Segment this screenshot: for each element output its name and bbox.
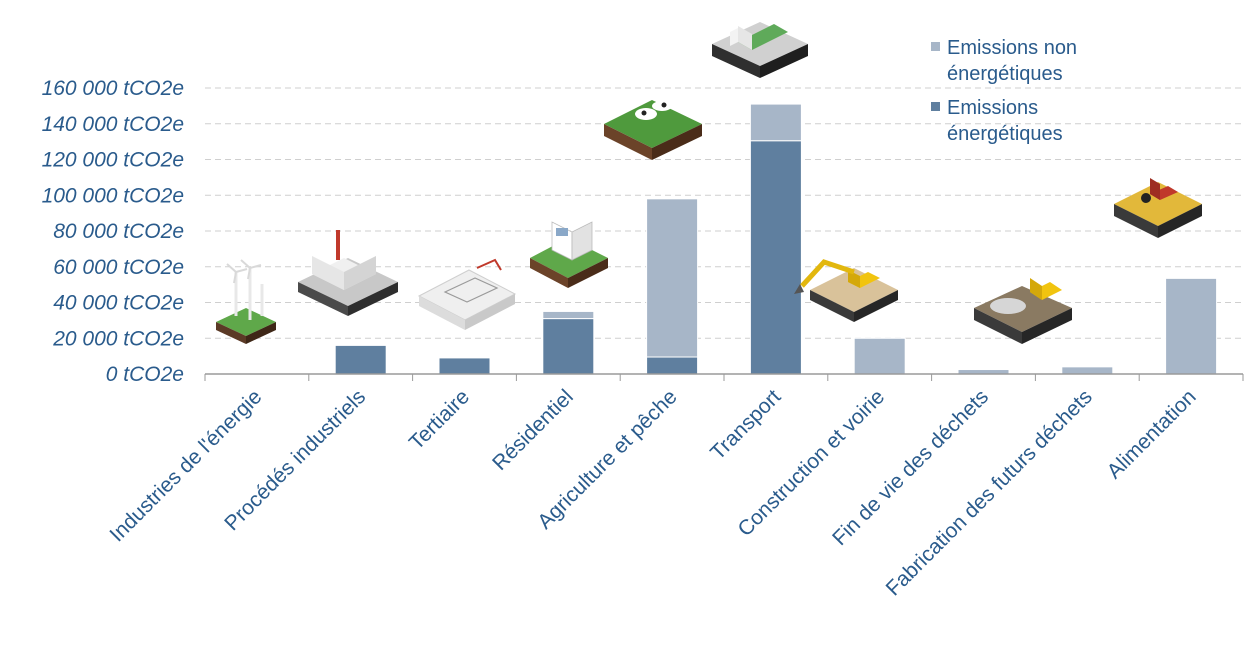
truck-icon — [712, 22, 808, 78]
category-label: Tertiaire — [405, 385, 474, 454]
bar-segment-non-energetiques — [646, 198, 699, 358]
legend-label: Emissions — [947, 97, 1038, 119]
gridlines — [205, 87, 1243, 339]
bar-segment-energetiques — [438, 357, 491, 375]
y-tick-label: 60 000 tCO2e — [53, 256, 184, 279]
factory-icon — [298, 230, 398, 316]
legend-label: Emissions non — [947, 37, 1077, 59]
bar-segment-energetiques — [749, 140, 802, 375]
bar-segment-non-energetiques — [542, 310, 595, 320]
category-label: Transport — [706, 385, 785, 464]
bar-segment-non-energetiques — [749, 103, 802, 142]
excavator-icon — [794, 259, 898, 322]
bar-segment-non-energetiques — [1165, 277, 1218, 375]
y-tick-label: 0 tCO2e — [106, 363, 184, 386]
y-tick-label: 160 000 tCO2e — [42, 77, 184, 100]
tractor-field-icon — [1114, 178, 1202, 238]
house-icon — [530, 221, 608, 288]
y-tick-label: 80 000 tCO2e — [53, 220, 184, 243]
category-label: Alimentation — [1103, 385, 1201, 483]
y-axis-ticks: 0 tCO2e 20 000 tCO2e 40 000 tCO2e 60 000 tC… — [42, 77, 184, 386]
y-tick-label: 40 000 tCO2e — [53, 292, 184, 315]
bar-segment-energetiques — [334, 344, 387, 375]
bar-segment-non-energetiques — [853, 337, 906, 375]
y-tick-label: 100 000 tCO2e — [42, 184, 184, 207]
y-tick-label: 140 000 tCO2e — [42, 113, 184, 136]
office-building-icon — [417, 258, 517, 330]
bars — [204, 103, 1244, 381]
bulldozer-waste-icon — [974, 278, 1072, 344]
cow-pasture-icon — [604, 100, 702, 160]
bar-segment-energetiques — [646, 356, 699, 375]
wind-turbines-icon — [216, 259, 276, 344]
y-tick-label: 120 000 tCO2e — [42, 149, 184, 172]
legend: Emissions non énergétiques Emissions énergé… — [931, 37, 1077, 145]
legend-label: énergétiques — [947, 63, 1063, 85]
category-label: Résidentiel — [488, 385, 578, 475]
legend-swatch — [931, 42, 940, 51]
legend-label: énergétiques — [947, 123, 1063, 145]
legend-swatch — [931, 102, 940, 111]
bar-segment-non-energetiques — [1061, 366, 1114, 375]
y-tick-label: 20 000 tCO2e — [52, 327, 184, 350]
bar-segment-energetiques — [542, 318, 595, 375]
category-label: Fabrication des futurs déchets — [882, 385, 1097, 600]
